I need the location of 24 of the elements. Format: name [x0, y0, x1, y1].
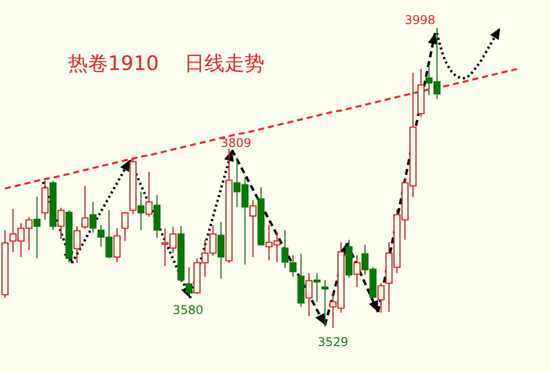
candlestick [378, 282, 384, 314]
candlestick [306, 272, 312, 316]
candlestick [354, 254, 360, 288]
text: 3998 [404, 13, 436, 27]
candlestick [218, 221, 224, 280]
text: 热卷1910 日线走势 [68, 51, 264, 75]
candlestick [298, 253, 304, 308]
annotation: 3580 [172, 303, 204, 317]
candlestick [314, 272, 320, 302]
candlestick [138, 191, 144, 231]
candlestick [282, 230, 288, 268]
candlestick [418, 68, 424, 118]
candlestick [34, 196, 40, 259]
candlestick [290, 254, 296, 278]
candlestick [322, 280, 328, 328]
candlestick [250, 200, 256, 258]
candlestick [154, 194, 160, 238]
candlestick [58, 207, 64, 240]
annotation: 3809 [220, 136, 252, 150]
candlestick [42, 180, 48, 220]
text: 3529 [318, 335, 348, 349]
candlestick [186, 266, 192, 296]
candlestick [2, 230, 8, 298]
candlestick [114, 228, 120, 263]
